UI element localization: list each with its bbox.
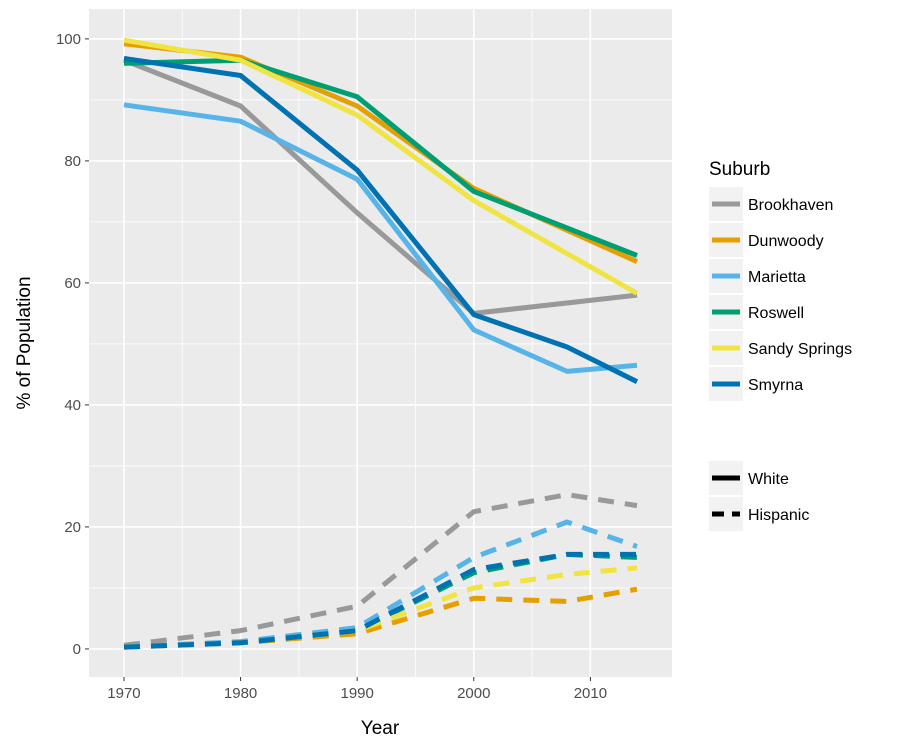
x-tick-label: 1980 <box>224 685 257 702</box>
series-line-brookhaven-white <box>123 57 638 316</box>
panel-background <box>89 9 672 677</box>
x-axis-title: Year <box>361 718 400 739</box>
legend-label-brookhaven: Brookhaven <box>748 197 833 214</box>
legend-title: Suburb <box>709 159 770 180</box>
y-tick-label: 100 <box>56 31 81 48</box>
y-axis-title: % of Population <box>14 276 35 409</box>
y-tick-label: 40 <box>64 397 81 414</box>
legend-label-sandy-springs: Sandy Springs <box>748 341 852 358</box>
series-line-marietta-white <box>123 102 638 374</box>
series-line-brookhaven-hispanic <box>123 492 638 648</box>
series-line-sandy-springs-hispanic <box>123 565 638 650</box>
y-tick-label: 60 <box>64 275 81 292</box>
legend-label-marietta: Marietta <box>748 269 806 286</box>
series-line-smyrna-hispanic <box>123 551 637 650</box>
x-tick-label: 1970 <box>107 685 140 702</box>
x-tick-label: 1990 <box>340 685 373 702</box>
y-tick-label: 0 <box>73 641 81 658</box>
legend-label-roswell: Roswell <box>748 305 804 322</box>
series-line-roswell-white <box>123 57 638 258</box>
legend-label-white: White <box>748 471 789 488</box>
series-line-sandy-springs-white <box>123 37 639 296</box>
y-axis-ticks: 0 20 40 60 80 100 <box>56 31 89 658</box>
legend-linetype-keys: White Hispanic <box>709 461 809 531</box>
legend-label-smyrna: Smyrna <box>748 377 803 394</box>
legend-label-dunwoody: Dunwoody <box>748 233 824 250</box>
y-tick-label: 20 <box>64 519 81 536</box>
legend: Suburb Brookhaven Dunwoody Marietta Roswell… <box>709 159 852 531</box>
y-tick-label: 80 <box>64 153 81 170</box>
x-tick-label: 2000 <box>457 685 490 702</box>
x-axis-ticks: 1970 1980 1990 2000 2010 <box>107 677 607 702</box>
series-line-dunwoody-hispanic <box>123 586 638 650</box>
x-tick-label: 2010 <box>574 685 607 702</box>
series-lines <box>123 37 639 650</box>
series-line-marietta-hispanic <box>123 519 638 650</box>
legend-label-hispanic: Hispanic <box>748 507 809 524</box>
series-line-smyrna-white <box>123 55 639 384</box>
legend-suburb-keys: Brookhaven Dunwoody Marietta Roswell Sandy S… <box>709 187 852 401</box>
